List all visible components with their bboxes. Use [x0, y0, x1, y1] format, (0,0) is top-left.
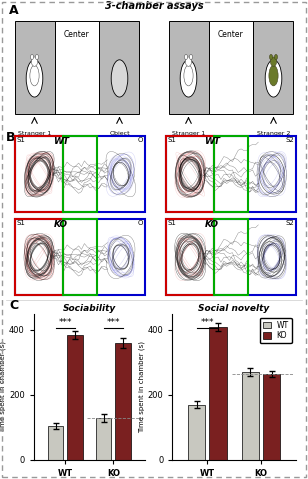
Bar [166, 219, 296, 295]
Bar [253, 21, 293, 114]
Bar [241, 372, 259, 460]
Ellipse shape [274, 55, 278, 59]
Bar [116, 343, 131, 460]
Ellipse shape [185, 57, 192, 66]
Bar [15, 219, 145, 295]
Bar [166, 136, 214, 212]
Text: A: A [9, 4, 19, 17]
Text: C: C [9, 299, 18, 312]
Y-axis label: Time spent in chamber (s): Time spent in chamber (s) [138, 341, 145, 433]
Text: Center: Center [218, 30, 244, 39]
Bar [99, 21, 139, 114]
Bar [15, 21, 55, 114]
Ellipse shape [189, 55, 192, 59]
Bar [209, 327, 227, 460]
Text: WT: WT [53, 137, 69, 146]
Text: ***: *** [107, 318, 120, 327]
Text: S1: S1 [168, 137, 177, 143]
Title: Sociability: Sociability [63, 304, 116, 313]
Bar [214, 219, 248, 295]
Bar [48, 426, 63, 460]
Text: Stranger 1: Stranger 1 [172, 131, 205, 136]
Text: S2: S2 [286, 137, 294, 143]
Text: S1: S1 [17, 220, 26, 226]
Ellipse shape [270, 55, 273, 59]
Bar [15, 219, 145, 295]
Text: KO: KO [54, 220, 68, 229]
Text: ***: *** [201, 318, 214, 327]
Text: 3-chamber assays: 3-chamber assays [105, 1, 203, 11]
Y-axis label: Time spent in chamber (s): Time spent in chamber (s) [0, 341, 6, 433]
Ellipse shape [31, 57, 38, 66]
Text: O: O [138, 220, 143, 226]
Bar [166, 219, 214, 295]
Ellipse shape [30, 66, 39, 86]
Ellipse shape [30, 55, 34, 59]
Bar [209, 21, 253, 114]
Text: Object: Object [109, 131, 130, 136]
Title: Social novelty: Social novelty [198, 304, 270, 313]
Ellipse shape [265, 60, 282, 97]
Bar [15, 136, 63, 212]
Text: ***: *** [59, 318, 72, 327]
Text: Center: Center [64, 30, 90, 39]
Text: O: O [138, 137, 143, 143]
Ellipse shape [270, 57, 277, 66]
Ellipse shape [35, 55, 38, 59]
Text: S1: S1 [17, 137, 26, 143]
Bar [63, 219, 97, 295]
Bar [96, 418, 111, 460]
Bar [188, 405, 205, 460]
Text: Stranger 2: Stranger 2 [257, 131, 290, 136]
Bar [15, 136, 145, 212]
Text: B: B [6, 131, 16, 144]
Bar [15, 136, 145, 212]
Bar [263, 374, 280, 460]
Bar [55, 21, 99, 114]
Ellipse shape [269, 66, 278, 86]
Ellipse shape [184, 55, 188, 59]
Ellipse shape [111, 60, 128, 97]
Ellipse shape [26, 60, 43, 97]
Legend: WT, KO: WT, KO [260, 318, 292, 343]
Ellipse shape [180, 60, 197, 97]
Bar [63, 136, 97, 212]
Ellipse shape [184, 66, 193, 86]
Text: KO: KO [205, 220, 219, 229]
Bar [15, 219, 63, 295]
Text: WT: WT [204, 137, 220, 146]
Bar [166, 219, 296, 295]
Text: Stranger 1: Stranger 1 [18, 131, 51, 136]
Bar [214, 136, 248, 212]
Bar [166, 136, 296, 212]
Bar [166, 136, 296, 212]
Bar [67, 335, 83, 460]
Text: S1: S1 [168, 220, 177, 226]
Text: S2: S2 [286, 220, 294, 226]
Bar [169, 21, 209, 114]
